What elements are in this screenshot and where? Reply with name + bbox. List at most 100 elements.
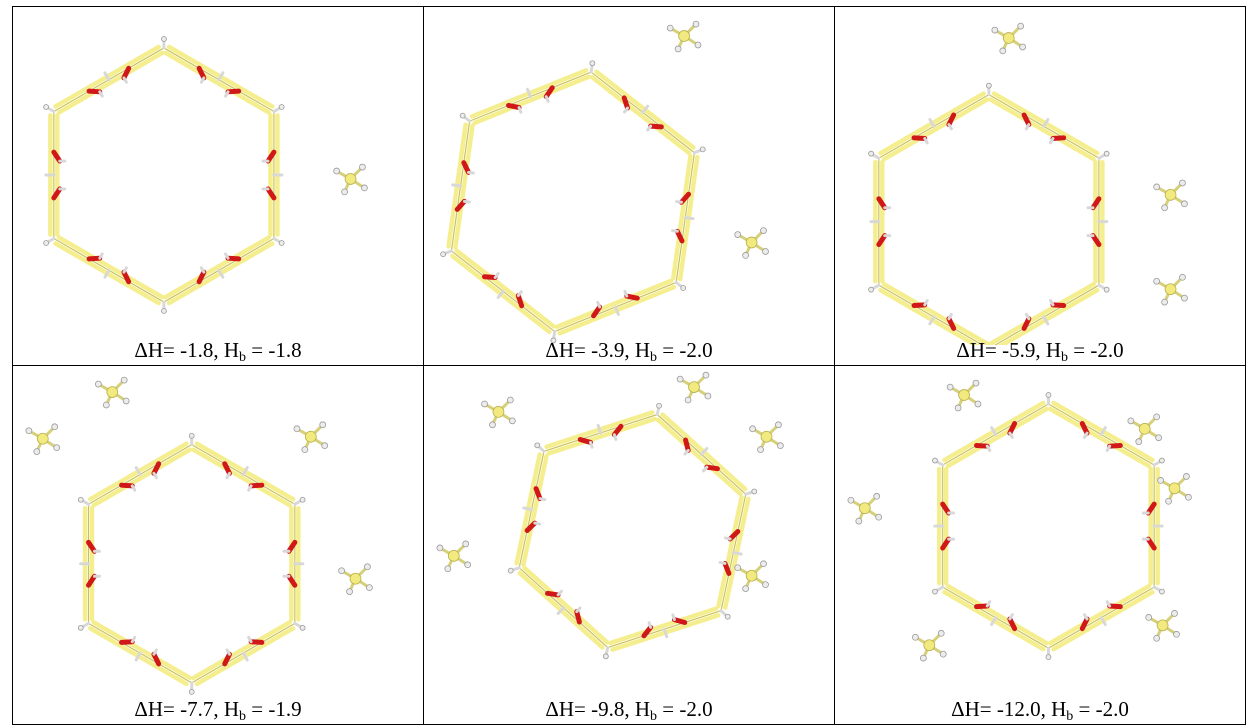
carbon-atom [1164, 283, 1177, 296]
hydrogen-atom [319, 421, 327, 429]
hydroxyl-oxygen [1021, 316, 1032, 331]
solvent-molecule [734, 560, 769, 592]
hydroxyl-oxygen [974, 442, 990, 449]
panel-2-caption: ΔH= -3.9, Hb = -2.0 [545, 338, 713, 365]
hydrogen-atom [464, 561, 472, 569]
hydrogen-atom [359, 163, 366, 171]
hydroxyl-oxygen [119, 639, 135, 645]
resorcinol-unit [670, 152, 700, 283]
carbon-atom [745, 236, 758, 249]
hydroxyl-oxygen [1021, 112, 1032, 128]
hydroxyl-oxygen [265, 186, 277, 201]
hydroxyl-oxygen [533, 486, 543, 502]
hydroxyl-oxygen [974, 603, 990, 610]
hydrogen-atom [1155, 434, 1163, 442]
hydrogen-atom [974, 400, 982, 408]
hydrogen-atom [508, 417, 516, 425]
hydroxyl-oxygen [1079, 616, 1090, 632]
panel-4: ΔH= -7.7, Hb = -1.9 [12, 365, 424, 725]
hydrogen-atom [991, 26, 999, 34]
hydrogen-atom [1181, 200, 1188, 208]
hydrogen-atom [680, 285, 687, 291]
hydrogen-atom [489, 421, 496, 429]
resorcinol-unit [191, 441, 296, 508]
resorcinol-unit [869, 158, 892, 286]
hydroxyl-oxygen [1090, 233, 1102, 248]
hydrogen-atom [666, 24, 674, 32]
solvent-molecule [95, 376, 130, 409]
hydrogen-atom [1145, 614, 1153, 621]
solvent-molecule [1157, 473, 1192, 505]
hydrogen-atom [939, 650, 947, 658]
resorcinol-unit [942, 583, 1049, 652]
hydrogen-atom [1045, 654, 1052, 660]
hydrogen-atom [656, 402, 662, 409]
hydrogen-atom [704, 392, 712, 400]
hydrogen-atom [694, 41, 702, 49]
carbon-atom [1138, 422, 1151, 435]
hydroxyl-oxygen [1007, 421, 1018, 436]
panel-1: ΔH= -1.8, Hb = -1.8 [12, 6, 424, 366]
hydroxyl-oxygen [543, 85, 555, 100]
hydrogen-atom [751, 488, 758, 495]
hydrogen-atom [102, 401, 110, 409]
solvent-molecule [436, 540, 472, 573]
resorcinol-unit [446, 121, 475, 251]
hydrogen-atom [341, 188, 348, 196]
hydrogen-atom [760, 227, 767, 234]
hydrogen-atom [702, 371, 710, 379]
hydrogen-atom [43, 104, 49, 110]
resorcinol-unit [282, 504, 305, 624]
hydrogen-atom [868, 150, 874, 157]
resorcinol-unit [44, 111, 67, 239]
hydrogen-atom [676, 375, 684, 383]
hydrogen-atom [534, 442, 541, 449]
solvent-molecule [946, 379, 982, 412]
hydrogen-atom [1171, 610, 1178, 617]
resorcinol-unit [942, 400, 1049, 469]
solvent-molecule [293, 421, 329, 454]
panel-5-caption: ΔH= -9.8, Hb = -2.0 [545, 697, 713, 724]
hydroxyl-oxygen [86, 88, 103, 95]
macrocycle [440, 60, 706, 344]
hydrogen-atom [278, 104, 285, 110]
hydroxyl-oxygen [1107, 603, 1123, 610]
hydrogen-atom [436, 544, 444, 552]
hydroxyl-oxygen [876, 233, 888, 248]
hydrogen-atom [43, 240, 49, 246]
hydrogen-atom [1183, 473, 1190, 480]
hydrogen-atom [481, 400, 488, 408]
hydrogen-atom [999, 47, 1007, 55]
hydrogen-atom [912, 633, 919, 641]
hydrogen-atom [462, 540, 470, 548]
hydrogen-atom [1161, 204, 1168, 212]
hydrogen-atom [762, 248, 769, 255]
hydroxyl-oxygen [624, 293, 640, 301]
resorcinol-unit [988, 91, 1100, 162]
solvent-molecule [481, 396, 516, 429]
hydrogen-atom [674, 45, 682, 53]
hydrogen-atom [366, 584, 373, 591]
hydrogen-atom [1103, 150, 1110, 157]
hydrogen-atom [321, 442, 329, 450]
hydrogen-atom [293, 425, 301, 433]
solvent-molecule [847, 492, 883, 525]
carbon-atom [745, 569, 758, 582]
hydrogen-atom [77, 496, 84, 503]
hydrogen-atom [932, 588, 938, 595]
macrocycle [77, 432, 306, 695]
hydrogen-atom [589, 60, 596, 67]
hydroxyl-oxygen [506, 102, 522, 111]
hydrogen-atom [868, 286, 874, 293]
solvent-molecule [1145, 610, 1180, 642]
hydrogen-atom [51, 423, 59, 431]
carbon-atom [923, 639, 936, 652]
hydroxyl-oxygen [86, 255, 103, 262]
hydrogen-atom [873, 492, 881, 500]
hydrogen-atom [972, 379, 980, 387]
hydroxyl-oxygen [248, 482, 265, 489]
hydroxyl-oxygen [151, 651, 162, 667]
hydroxyl-oxygen [51, 186, 63, 201]
hydroxyl-oxygen [222, 651, 232, 667]
carbon-atom [1002, 32, 1015, 44]
